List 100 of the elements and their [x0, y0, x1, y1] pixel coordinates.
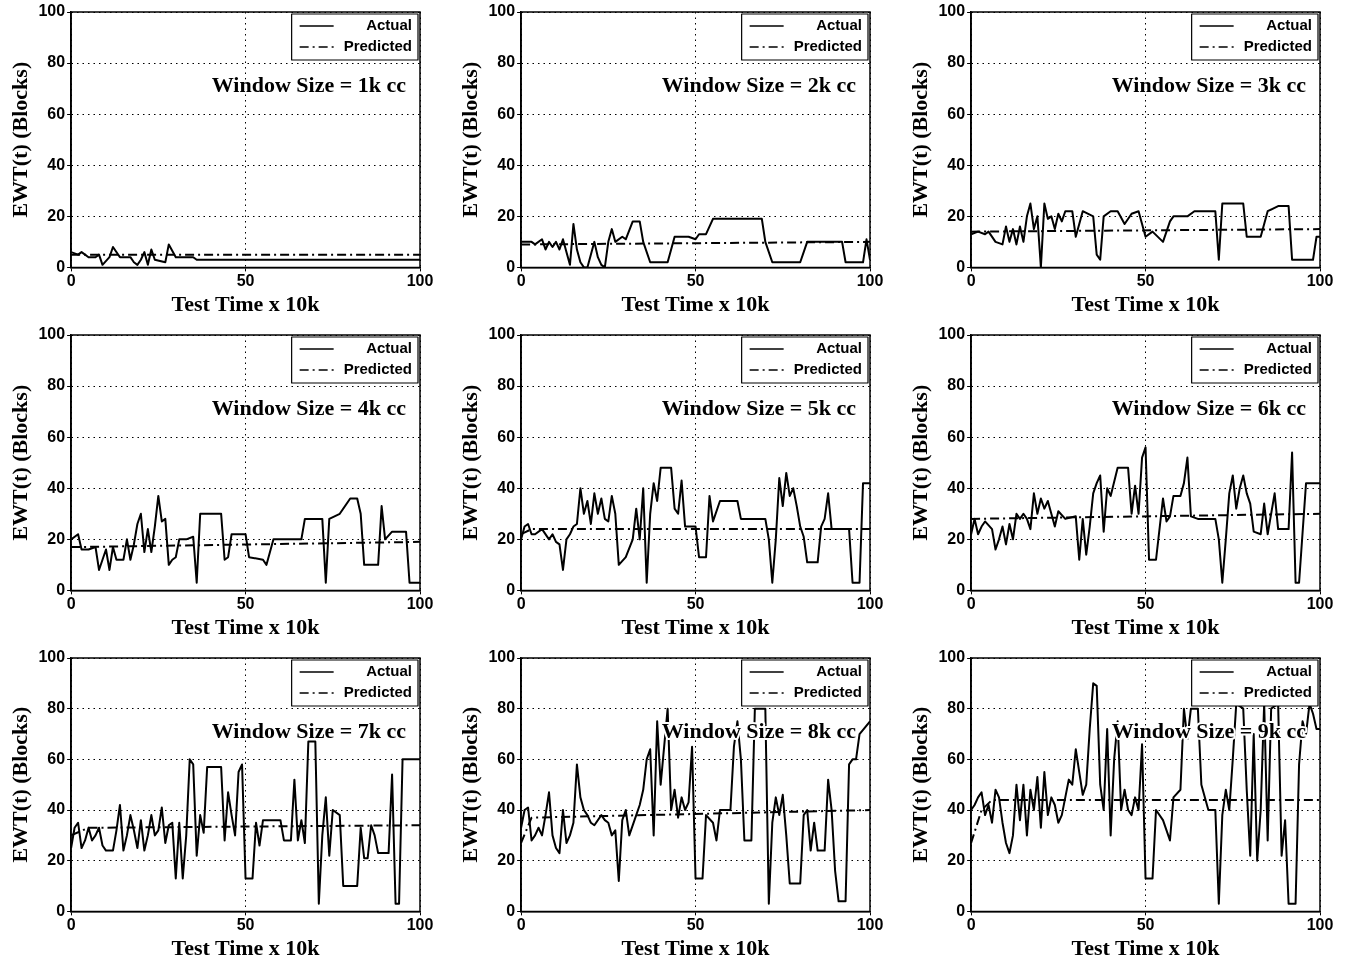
- y-tick-label: 0: [56, 257, 66, 275]
- y-tick-label: 60: [947, 104, 966, 122]
- annotation: Window Size = 3k cc: [1111, 71, 1307, 97]
- y-axis-title: EWT(t) (Blocks): [906, 61, 932, 218]
- y-tick-label: 60: [47, 104, 66, 122]
- y-tick-label: 100: [488, 325, 516, 343]
- x-axis-title: Test Time x 10k: [621, 614, 771, 640]
- y-tick-label: 0: [506, 257, 516, 275]
- y-tick-label: 40: [47, 478, 66, 496]
- y-tick-label: 60: [947, 749, 966, 767]
- y-axis-title: EWT(t) (Blocks): [6, 61, 32, 218]
- y-tick-label: 20: [947, 529, 966, 547]
- annotation: Window Size = 5k cc: [661, 394, 857, 420]
- y-tick-label: 20: [497, 206, 516, 224]
- y-tick-label: 20: [47, 851, 66, 869]
- y-tick-label: 100: [38, 325, 66, 343]
- legend-label: Predicted: [343, 360, 412, 378]
- x-tick-label: 50: [1136, 916, 1155, 934]
- legend-label: Actual: [816, 662, 862, 680]
- y-tick-label: 60: [497, 104, 516, 122]
- x-tick-label: 100: [856, 595, 884, 613]
- x-tick-label: 100: [1306, 916, 1334, 934]
- legend-label: Actual: [366, 16, 412, 34]
- x-tick-label: 50: [686, 595, 705, 613]
- legend-label: Actual: [366, 662, 412, 680]
- legend-label: Predicted: [793, 360, 862, 378]
- x-tick-label: 100: [406, 916, 434, 934]
- y-axis-title: EWT(t) (Blocks): [6, 384, 32, 541]
- annotation: Window Size = 2k cc: [661, 71, 857, 97]
- y-tick-label: 100: [938, 2, 966, 20]
- x-tick-label: 50: [686, 272, 705, 290]
- legend-label: Predicted: [1243, 37, 1312, 55]
- y-tick-label: 60: [47, 749, 66, 767]
- y-tick-label: 60: [47, 427, 66, 445]
- y-tick-label: 0: [956, 901, 966, 919]
- y-tick-label: 80: [497, 53, 516, 71]
- y-tick-label: 80: [497, 376, 516, 394]
- y-tick-label: 20: [497, 529, 516, 547]
- y-tick-label: 80: [497, 699, 516, 717]
- x-axis-title: Test Time x 10k: [1071, 935, 1221, 961]
- y-tick-label: 100: [38, 648, 66, 666]
- y-tick-label: 100: [938, 648, 966, 666]
- legend-label: Actual: [1266, 16, 1312, 34]
- y-tick-label: 80: [47, 376, 66, 394]
- x-tick-label: 100: [856, 272, 884, 290]
- y-tick-label: 100: [38, 2, 66, 20]
- x-tick-label: 50: [1136, 595, 1155, 613]
- y-axis-title: EWT(t) (Blocks): [456, 706, 482, 863]
- y-tick-label: 0: [56, 580, 66, 598]
- y-tick-label: 0: [956, 257, 966, 275]
- y-tick-label: 40: [947, 478, 966, 496]
- y-tick-label: 20: [947, 851, 966, 869]
- x-axis-title: Test Time x 10k: [171, 291, 321, 317]
- legend-label: Actual: [1266, 662, 1312, 680]
- legend-label: Predicted: [343, 683, 412, 701]
- y-tick-label: 80: [947, 376, 966, 394]
- y-tick-label: 20: [947, 206, 966, 224]
- x-axis-title: Test Time x 10k: [1071, 291, 1221, 317]
- y-tick-label: 60: [947, 427, 966, 445]
- annotation: Window Size = 4k cc: [211, 394, 407, 420]
- annotation: Window Size = 7k cc: [211, 717, 407, 743]
- y-tick-label: 80: [947, 699, 966, 717]
- x-axis-title: Test Time x 10k: [621, 935, 771, 961]
- x-tick-label: 50: [686, 916, 705, 934]
- legend-label: Predicted: [1243, 360, 1312, 378]
- y-axis-title: EWT(t) (Blocks): [906, 384, 932, 541]
- y-tick-label: 0: [56, 901, 66, 919]
- y-tick-label: 40: [947, 155, 966, 173]
- legend-label: Actual: [1266, 339, 1312, 357]
- y-tick-label: 100: [488, 2, 516, 20]
- legend-label: Predicted: [793, 683, 862, 701]
- y-tick-label: 0: [956, 580, 966, 598]
- annotation: Window Size = 6k cc: [1111, 394, 1307, 420]
- x-axis-title: Test Time x 10k: [171, 935, 321, 961]
- x-tick-label: 100: [406, 595, 434, 613]
- y-tick-label: 80: [47, 699, 66, 717]
- y-tick-label: 40: [497, 800, 516, 818]
- y-tick-label: 40: [47, 155, 66, 173]
- y-tick-label: 80: [947, 53, 966, 71]
- y-tick-label: 40: [947, 800, 966, 818]
- y-axis-title: EWT(t) (Blocks): [456, 384, 482, 541]
- legend-label: Predicted: [793, 37, 862, 55]
- y-tick-label: 100: [938, 325, 966, 343]
- y-tick-label: 40: [47, 800, 66, 818]
- x-tick-label: 100: [1306, 595, 1334, 613]
- legend-label: Actual: [816, 339, 862, 357]
- x-axis-title: Test Time x 10k: [1071, 614, 1221, 640]
- y-tick-label: 60: [497, 427, 516, 445]
- y-tick-label: 20: [497, 851, 516, 869]
- y-axis-title: EWT(t) (Blocks): [906, 706, 932, 863]
- x-axis-title: Test Time x 10k: [621, 291, 771, 317]
- y-tick-label: 40: [497, 155, 516, 173]
- y-tick-label: 0: [506, 901, 516, 919]
- y-tick-label: 80: [47, 53, 66, 71]
- y-tick-label: 60: [497, 749, 516, 767]
- x-tick-label: 100: [406, 272, 434, 290]
- x-tick-label: 50: [1136, 272, 1155, 290]
- y-tick-label: 20: [47, 529, 66, 547]
- x-tick-label: 100: [856, 916, 884, 934]
- y-tick-label: 0: [506, 580, 516, 598]
